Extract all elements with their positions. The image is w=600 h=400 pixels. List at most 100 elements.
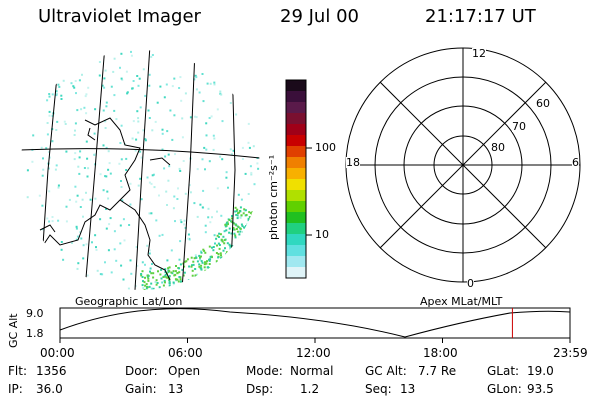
emission-pixel	[209, 255, 212, 258]
emission-pixel	[65, 205, 68, 208]
emission-pixel	[220, 254, 222, 257]
emission-pixel	[200, 264, 203, 267]
emission-pixel	[139, 177, 142, 180]
emission-pixel	[64, 123, 67, 125]
emission-pixel	[162, 284, 165, 287]
emission-pixel	[193, 257, 196, 260]
emission-pixel	[225, 171, 228, 174]
emission-pixel	[228, 231, 231, 234]
x-tick-label-3: 18:00	[423, 346, 458, 360]
emission-pixel	[158, 234, 161, 237]
emission-pixel	[247, 219, 250, 222]
emission-pixel	[217, 253, 220, 256]
emission-pixel	[149, 270, 151, 273]
emission-pixel	[224, 223, 227, 226]
emission-pixel	[183, 265, 186, 268]
emission-pixel	[188, 184, 191, 187]
emission-pixel	[41, 228, 44, 231]
emission-pixel	[119, 242, 122, 245]
emission-pixel	[48, 190, 51, 193]
emission-pixel	[91, 241, 93, 244]
emission-pixel	[104, 127, 107, 129]
emission-pixel	[196, 168, 199, 171]
emission-pixel	[196, 260, 199, 263]
emission-pixel	[187, 237, 190, 240]
emission-pixel	[132, 120, 135, 123]
emission-pixel	[166, 204, 168, 206]
emission-pixel	[219, 155, 222, 158]
emission-pixel	[247, 122, 250, 125]
emission-pixel	[80, 237, 83, 240]
emission-pixel	[208, 259, 211, 262]
emission-pixel	[83, 167, 86, 169]
emission-pixel	[105, 175, 108, 178]
emission-pixel	[236, 230, 239, 233]
emission-pixel	[103, 77, 106, 80]
x-tick-label-2: 12:00	[296, 346, 331, 360]
emission-pixel	[199, 256, 201, 259]
emission-pixel	[51, 93, 54, 96]
emission-pixel	[230, 153, 233, 156]
emission-pixel	[201, 206, 204, 209]
emission-pixel	[239, 206, 242, 209]
emission-pixel	[178, 167, 181, 170]
emission-pixel	[160, 268, 163, 271]
emission-pixel	[240, 198, 243, 201]
emission-pixel	[96, 269, 99, 272]
emission-pixel	[188, 237, 191, 240]
emission-pixel	[216, 244, 218, 247]
emission-pixel	[161, 281, 164, 284]
emission-pixel	[163, 96, 166, 99]
emission-pixel	[41, 174, 44, 177]
emission-pixel	[179, 240, 182, 243]
emission-pixel	[75, 238, 78, 241]
polar-diagonal-2	[379, 81, 547, 249]
emission-pixel	[240, 223, 243, 226]
emission-pixel	[102, 189, 105, 192]
emission-pixel	[217, 256, 220, 259]
emission-pixel	[213, 234, 216, 237]
altitude-curve	[59, 308, 571, 338]
emission-pixel	[95, 248, 98, 251]
emission-pixel	[233, 228, 236, 231]
emission-pixel	[85, 243, 88, 246]
colorbar-band	[286, 146, 306, 158]
emission-pixel	[75, 92, 77, 95]
emission-pixel	[217, 242, 220, 245]
emission-pixel	[42, 168, 45, 171]
emission-pixel	[163, 167, 166, 170]
emission-pixel	[55, 129, 58, 131]
emission-pixel	[219, 233, 222, 236]
emission-pixel	[193, 202, 196, 205]
emission-pixel	[209, 258, 212, 261]
emission-pixel	[226, 242, 229, 245]
emission-pixel	[223, 242, 226, 245]
emission-pixel	[208, 117, 211, 119]
colorbar-band	[286, 157, 306, 169]
emission-pixel	[252, 145, 255, 148]
emission-pixel	[136, 75, 139, 77]
emission-pixel	[212, 134, 215, 137]
glon-key: GLon:	[487, 382, 522, 396]
emission-pixel	[38, 194, 41, 197]
emission-pixel	[82, 215, 84, 218]
emission-pixel	[82, 244, 85, 247]
emission-pixel	[170, 271, 173, 274]
emission-pixel	[179, 76, 182, 79]
auroral-emission	[26, 50, 260, 290]
emission-pixel	[235, 213, 238, 216]
emission-pixel	[73, 158, 76, 161]
emission-pixel	[147, 279, 150, 282]
emission-pixel	[200, 260, 203, 263]
emission-pixel	[57, 219, 60, 222]
emission-pixel	[94, 153, 97, 156]
emission-pixel	[146, 274, 149, 277]
emission-pixel	[142, 287, 145, 290]
emission-pixel	[234, 210, 237, 213]
colorbar-label-10: 10	[315, 228, 329, 241]
emission-pixel	[167, 153, 170, 156]
emission-pixel	[120, 186, 123, 188]
emission-pixel	[249, 165, 252, 168]
emission-pixel	[81, 198, 84, 201]
gcalt-key: GC Alt:	[365, 364, 407, 378]
